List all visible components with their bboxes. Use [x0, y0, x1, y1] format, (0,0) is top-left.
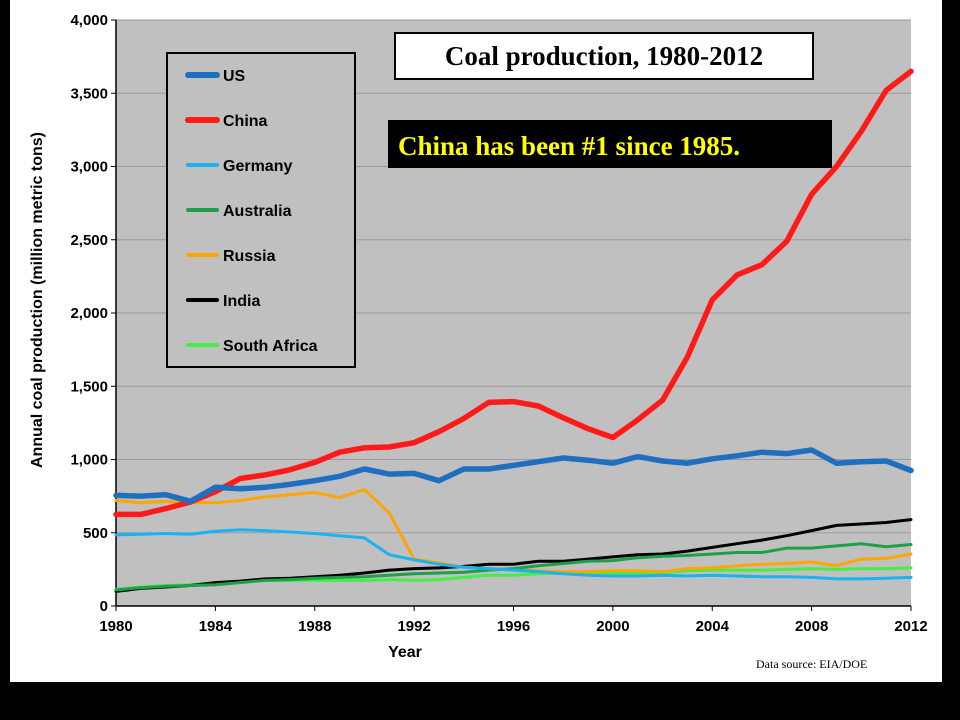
- series-line-china: [113, 68, 914, 518]
- coal-production-chart: 05001,0001,5002,0002,5003,0003,5004,000 …: [29, 12, 928, 661]
- y-tick-label: 1,000: [70, 452, 108, 469]
- legend-label-russia: Russia: [223, 248, 276, 265]
- x-tick-label: 1984: [199, 618, 233, 635]
- axes: [111, 19, 912, 611]
- x-tick-label: 1992: [397, 618, 430, 635]
- y-tick-label: 2,500: [70, 232, 108, 249]
- legend-label-china: China: [223, 113, 268, 130]
- slide-frame: 0 500 1,000 1,500 2,000 2,500 3,000 3,500 4,000 …: [10, 0, 942, 682]
- x-tick-label: 2012: [894, 618, 927, 635]
- legend-label-india: India: [223, 293, 260, 310]
- legend-label-australia: Australia: [223, 203, 292, 220]
- x-axis-title: Year: [388, 644, 422, 661]
- series-lines: [113, 68, 914, 593]
- legend-label-us: US: [223, 68, 246, 85]
- x-tick-label: 1996: [497, 618, 530, 635]
- annotation-callout: China has been #1 since 1985.: [388, 120, 832, 168]
- y-tick-label: 0: [100, 598, 108, 615]
- legend-label-south-africa: South Africa: [223, 338, 318, 355]
- x-tick-label: 1980: [99, 618, 132, 635]
- series-line-germany: [114, 528, 913, 581]
- y-tick-label: 1,500: [70, 378, 108, 395]
- series-line-us: [113, 447, 914, 505]
- y-axis-title: Annual coal production (million metric t…: [29, 132, 46, 468]
- y-tick-label: 500: [83, 525, 108, 542]
- y-tick-label: 3,500: [70, 85, 108, 102]
- x-tick-label: 2000: [596, 618, 629, 635]
- x-tick-label: 2004: [696, 618, 730, 635]
- data-source-note: Data source: EIA/DOE: [756, 657, 868, 671]
- x-tick-label: 1988: [298, 618, 331, 635]
- y-tick-label: 2,000: [70, 305, 108, 322]
- y-tick-label: 3,000: [70, 159, 108, 176]
- x-tick-labels: 1980 1984 1988 1992 1996 2000 2004 2008 2012: [99, 618, 927, 635]
- y-tick-label: 4,000: [70, 12, 108, 29]
- legend-items: US China Germany Australia Russia India South …: [185, 68, 318, 355]
- chart-title: Coal production, 1980-2012: [394, 32, 814, 80]
- x-tick-label: 2008: [795, 618, 828, 635]
- legend: US China Germany Australia Russia India South …: [166, 52, 356, 368]
- legend-label-germany: Germany: [223, 158, 292, 175]
- y-tick-labels: 0 500 1,000 1,500 2,000 2,500 3,000 3,500 4,000: [70, 12, 108, 615]
